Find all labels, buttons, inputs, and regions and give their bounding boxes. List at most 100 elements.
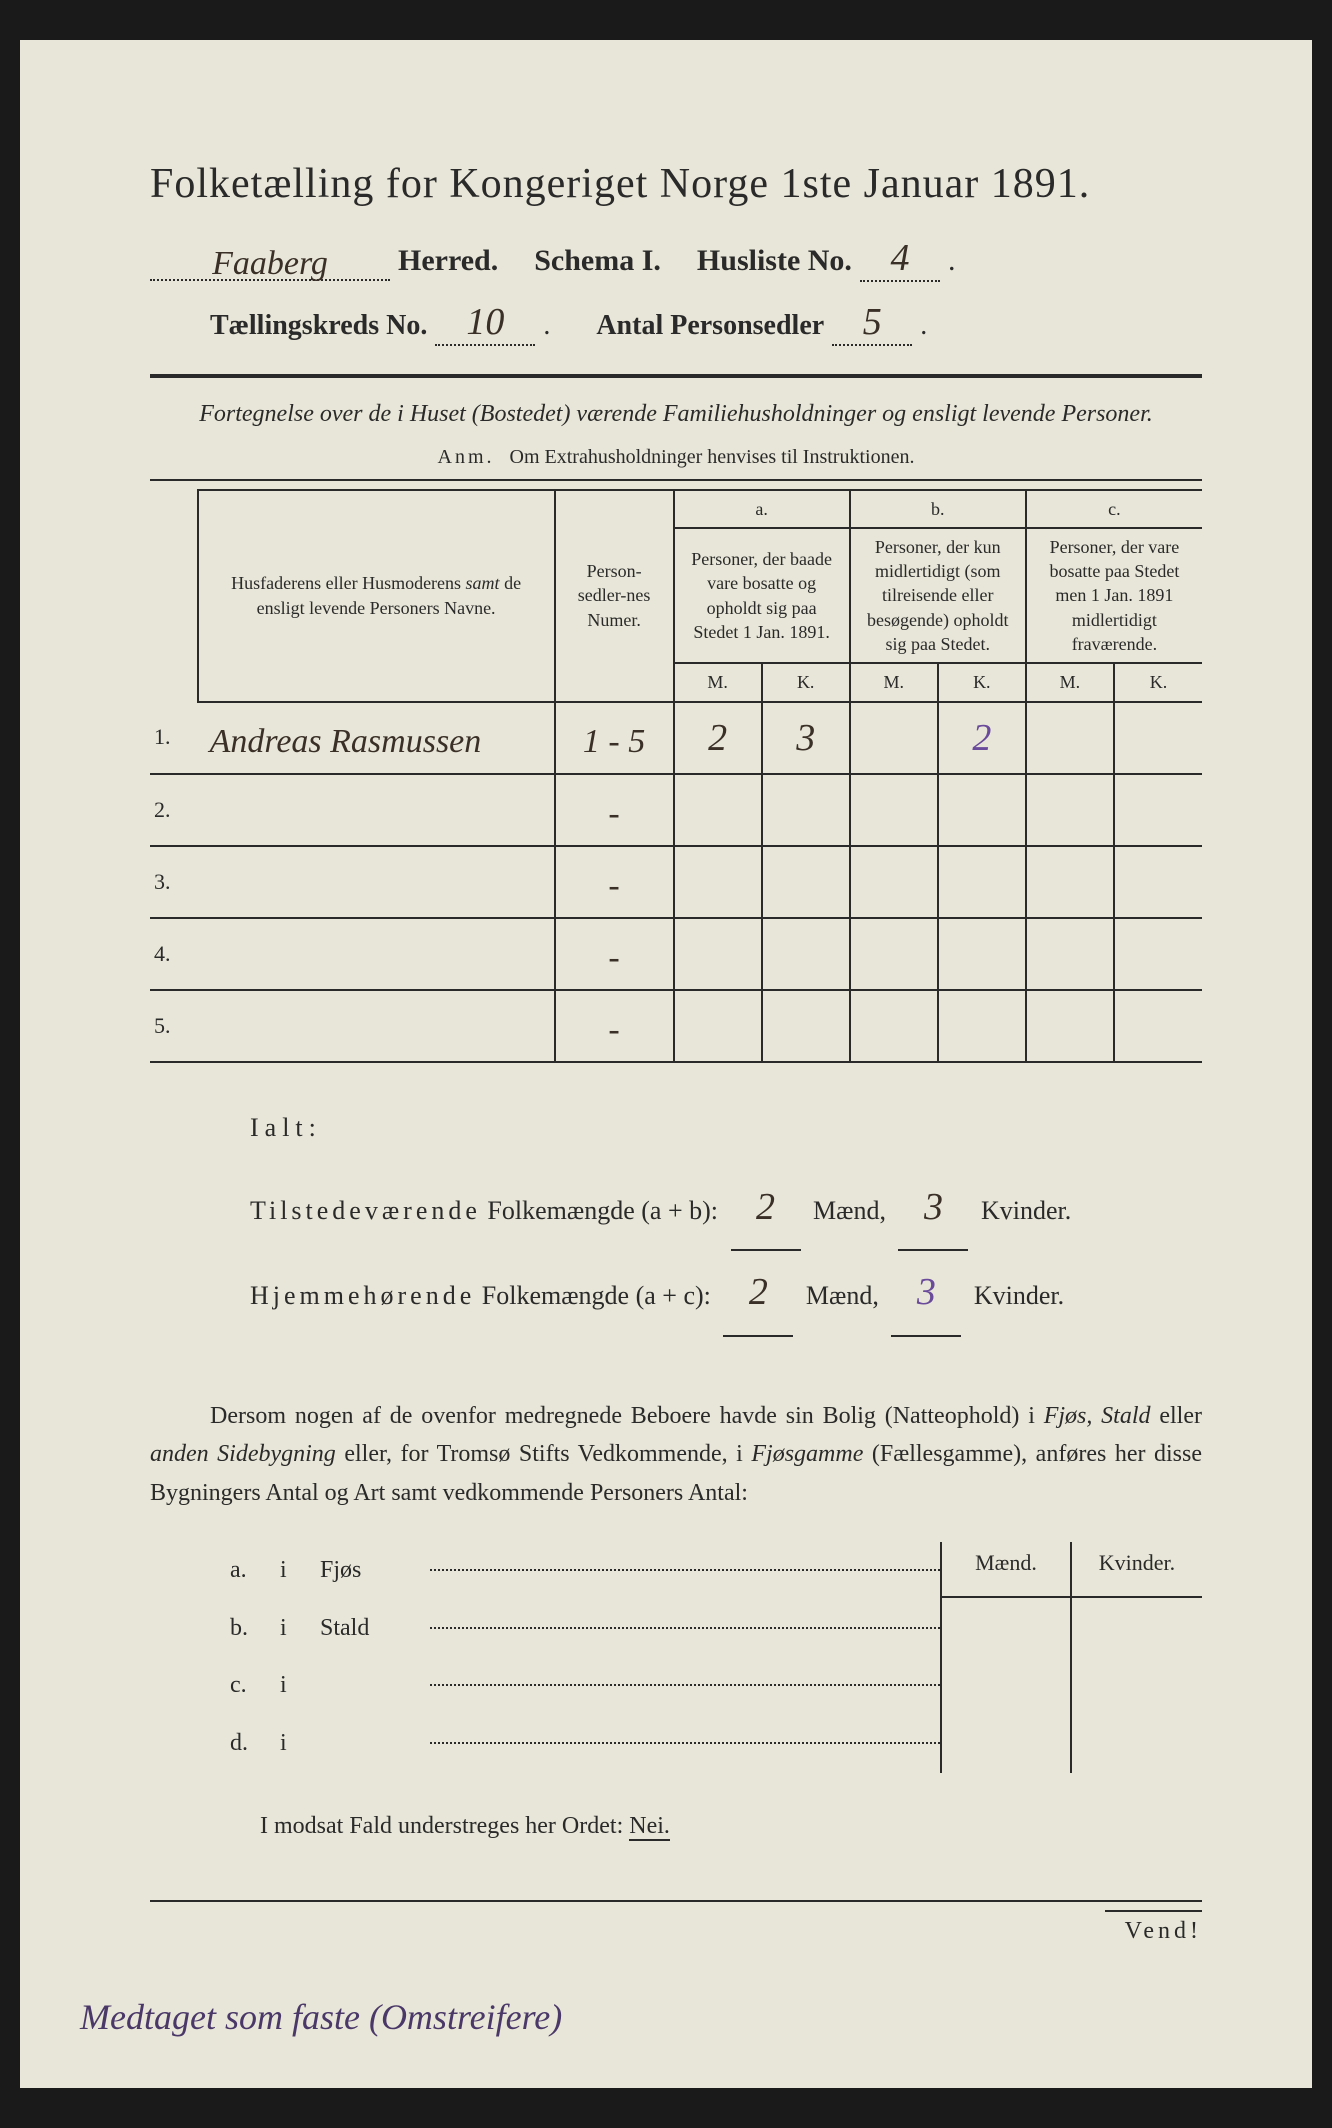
col-ak: K. (762, 663, 850, 701)
bottom-handwritten-note: Medtaget som faste (Omstreifere) (80, 1996, 562, 2038)
col-ck: K. (1114, 663, 1202, 701)
herred-value: Faaberg (212, 245, 328, 282)
maend-label: Mænd, (806, 1281, 879, 1310)
outbuild-row: b.iStald (230, 1600, 940, 1658)
row-number: 2. (150, 774, 198, 846)
a-m-cell (674, 990, 762, 1062)
mk-box: Mænd. Kvinder. (940, 1542, 1202, 1772)
name-cell (198, 774, 555, 846)
col-cm: M. (1026, 663, 1114, 701)
name-cell: Andreas Rasmussen (198, 702, 555, 774)
numer-cell: - (555, 846, 674, 918)
ialt-label: Ialt: (250, 1099, 1202, 1156)
anm-line: Anm. Om Extrahusholdninger henvises til … (150, 446, 1202, 469)
col-bm: M. (850, 663, 938, 701)
divider (150, 374, 1202, 378)
sum-2m: 2 (749, 1271, 768, 1313)
schema-label: Schema I. (534, 244, 661, 278)
b-m-cell (850, 702, 938, 774)
summary-2a: Hjemmehørende (250, 1281, 475, 1310)
a-m-cell (674, 774, 762, 846)
summary-block: Ialt: Tilstedeværende Folkemængde (a + b… (150, 1099, 1202, 1337)
kvinder-label: Kvinder. (981, 1196, 1071, 1225)
husliste-value: 4 (890, 237, 909, 279)
page-title: Folketælling for Kongeriget Norge 1ste J… (150, 160, 1202, 208)
b-m-cell (850, 774, 938, 846)
c-m-cell (1026, 918, 1114, 990)
census-form-page: Folketælling for Kongeriget Norge 1ste J… (20, 40, 1312, 2088)
name-cell (198, 918, 555, 990)
numer-cell: - (555, 774, 674, 846)
outbuilding-paragraph: Dersom nogen af de ovenfor medregnede Be… (150, 1397, 1202, 1512)
husliste-label: Husliste No. (697, 244, 852, 278)
col-bk: K. (938, 663, 1026, 701)
row-number: 4. (150, 918, 198, 990)
a-k-cell (762, 774, 850, 846)
c-m-cell (1026, 990, 1114, 1062)
row-number: 3. (150, 846, 198, 918)
maend-col-label: Mænd. (942, 1550, 1070, 1598)
anm-text: Om Extrahusholdninger henvises til Instr… (510, 446, 915, 468)
col-c-head: Personer, der vare bosatte paa Stedet me… (1026, 528, 1202, 663)
b-k-cell (938, 846, 1026, 918)
c-m-cell (1026, 774, 1114, 846)
b-k-cell (938, 918, 1026, 990)
personsedler-value: 5 (863, 301, 882, 343)
summary-1b: Folkemængde (a + b): (487, 1196, 718, 1225)
name-cell (198, 846, 555, 918)
col-a-letter: a. (674, 490, 850, 528)
b-k-cell: 2 (938, 702, 1026, 774)
nei-word: Nei. (629, 1813, 670, 1841)
herred-label: Herred. (398, 244, 498, 278)
c-k-cell (1114, 702, 1202, 774)
summary-1a: Tilstedeværende (250, 1196, 481, 1225)
maend-label: Mænd, (813, 1196, 886, 1225)
a-m-cell: 2 (674, 702, 762, 774)
personsedler-label: Antal Personsedler (596, 310, 824, 342)
b-m-cell (850, 846, 938, 918)
numer-cell: - (555, 918, 674, 990)
sum-2k: 3 (917, 1271, 936, 1313)
c-k-cell (1114, 774, 1202, 846)
a-m-cell (674, 846, 762, 918)
c-k-cell (1114, 918, 1202, 990)
sum-1m: 2 (756, 1186, 775, 1228)
col-a-head: Personer, der baade vare bosatte og opho… (674, 528, 850, 663)
c-k-cell (1114, 846, 1202, 918)
row-number: 5. (150, 990, 198, 1062)
subtitle: Fortegnelse over de i Huset (Bostedet) v… (150, 398, 1202, 432)
c-m-cell (1026, 702, 1114, 774)
c-k-cell (1114, 990, 1202, 1062)
col-head-numer: Person-sedler-nes Numer. (555, 490, 674, 702)
kreds-value: 10 (466, 301, 504, 343)
nei-line: I modsat Fald understreges her Ordet: Ne… (150, 1813, 1202, 1840)
household-table: Husfaderens eller Husmoderens samt de en… (150, 489, 1202, 1063)
divider (150, 1900, 1202, 1902)
summary-line-2: Hjemmehørende Folkemængde (a + c): 2 Mæn… (250, 1251, 1202, 1337)
header-line-2: Faaberg Herred. Schema I. Husliste No. 4… (150, 236, 1202, 282)
col-am: M. (674, 663, 762, 701)
a-k-cell: 3 (762, 702, 850, 774)
summary-line-1: Tilstedeværende Folkemængde (a + b): 2 M… (250, 1166, 1202, 1252)
outbuild-row: c.i (230, 1657, 940, 1715)
divider (150, 479, 1202, 481)
outbuilding-block: a.iFjøsb.iStaldc.id.i Mænd. Kvinder. (150, 1542, 1202, 1772)
a-k-cell (762, 990, 850, 1062)
anm-label: Anm. (438, 446, 495, 468)
col-b-letter: b. (850, 490, 1026, 528)
name-cell (198, 990, 555, 1062)
a-k-cell (762, 846, 850, 918)
numer-cell: - (555, 990, 674, 1062)
row-number: 1. (150, 702, 198, 774)
kvinder-label: Kvinder. (974, 1281, 1064, 1310)
outbuild-row: d.i (230, 1715, 940, 1773)
b-k-cell (938, 774, 1026, 846)
numer-cell: 1 - 5 (555, 702, 674, 774)
summary-2b: Folkemængde (a + c): (482, 1281, 711, 1310)
a-k-cell (762, 918, 850, 990)
sum-1k: 3 (924, 1186, 943, 1228)
col-b-head: Personer, der kun midlertidigt (som tilr… (850, 528, 1026, 663)
b-m-cell (850, 918, 938, 990)
c-m-cell (1026, 846, 1114, 918)
outbuild-row: a.iFjøs (230, 1542, 940, 1600)
